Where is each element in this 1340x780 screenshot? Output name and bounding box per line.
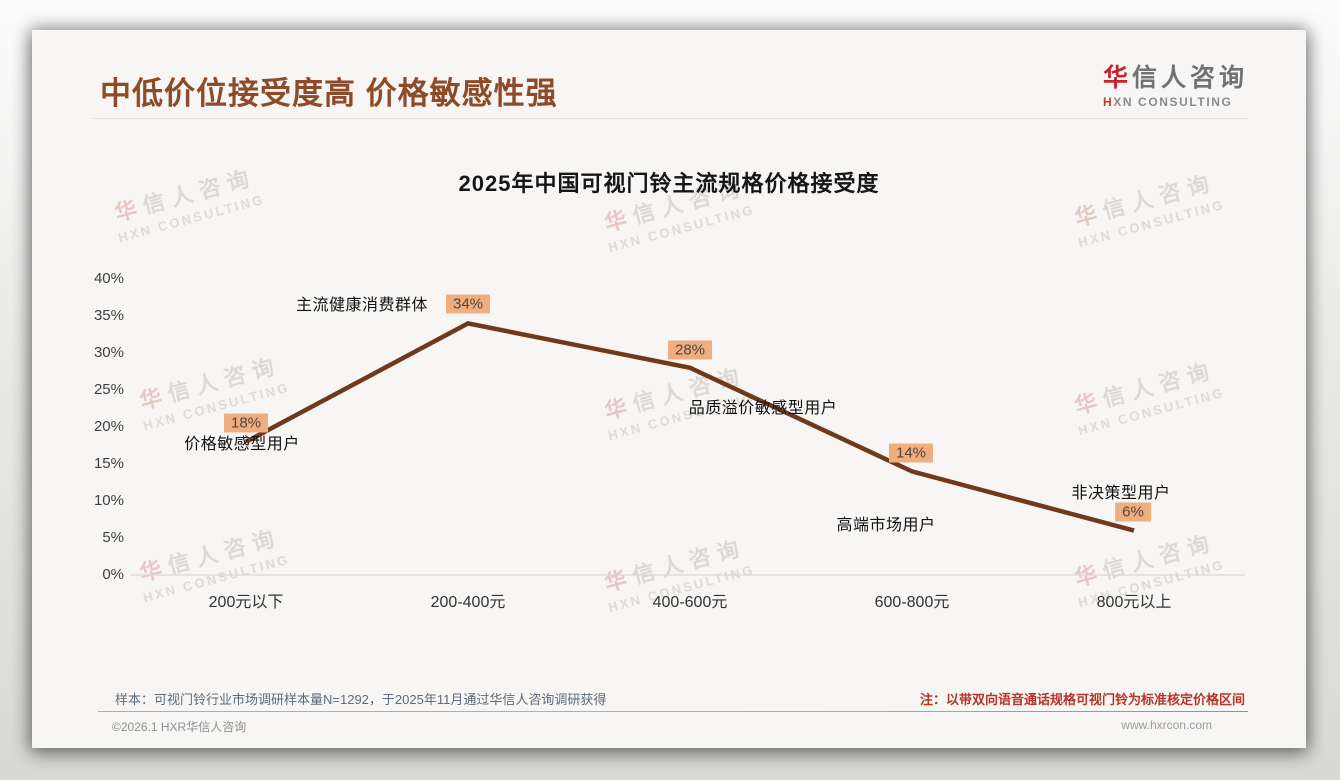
price-definition-note: 注：以带双向语音通话规格可视门铃为标准核定价格区间 [919, 692, 1245, 707]
price-line [244, 321, 1135, 533]
point-annotation: 价格敏感型用户 [184, 436, 300, 453]
y-axis-tick: 5% [102, 529, 124, 546]
logo-english-name: HXN CONSULTING [1102, 95, 1233, 109]
point-annotation: 主流健康消费群体 [295, 297, 429, 314]
slide-card: 华信人咨询 HXN CONSULTING 华信人咨询 HXN CONSULTING 华信… [32, 30, 1306, 748]
x-axis-label: 400-600元 [652, 594, 728, 611]
point-annotation: 非决策型用户 [1071, 485, 1171, 502]
header-divider [92, 118, 1248, 119]
x-axis-label: 200元以下 [208, 594, 284, 611]
y-axis-tick: 15% [93, 455, 124, 472]
x-axis-label: 600-800元 [874, 594, 950, 611]
data-label-badge: 18% [223, 413, 269, 433]
y-axis-tick: 30% [93, 344, 124, 361]
website-url: www.hxrcon.com [1121, 718, 1212, 732]
line-chart [130, 321, 1245, 576]
chart-area: 2025年中国可视门铃主流规格价格接受度 40% 35% 30% 25% 20%… [32, 30, 1306, 748]
data-label-badge: 28% [667, 340, 713, 360]
sample-note: 样本：可视门铃行业市场调研样本量N=1292，于2025年11月通过华信人咨询调… [115, 692, 607, 707]
x-axis-label: 800元以上 [1096, 594, 1172, 611]
data-label-badge: 34% [445, 294, 491, 314]
company-logo: 华信人咨询 HXN CONSULTING [1103, 58, 1248, 109]
point-annotation: 高端市场用户 [836, 517, 936, 534]
x-axis-label: 200-400元 [430, 594, 506, 611]
chart-title: 2025年中国可视门铃主流规格价格接受度 [458, 171, 880, 196]
footer-divider [98, 711, 1248, 712]
y-axis-tick: 10% [93, 492, 124, 509]
data-label-badge: 6% [1115, 502, 1151, 522]
page-title: 中低价位接受度高 价格敏感性强 [100, 76, 558, 111]
y-axis-tick: 25% [93, 381, 124, 398]
y-axis-tick: 35% [93, 307, 124, 324]
y-axis-tick: 0% [102, 566, 124, 583]
copyright-text: ©2026.1 HXR华信人咨询 [112, 720, 247, 734]
y-axis-tick: 40% [93, 270, 124, 287]
data-label-badge: 14% [888, 443, 934, 463]
logo-chinese-name: 华信人咨询 [1102, 64, 1248, 92]
y-axis-tick: 20% [93, 418, 124, 435]
point-annotation: 品质溢价敏感型用户 [688, 400, 838, 417]
